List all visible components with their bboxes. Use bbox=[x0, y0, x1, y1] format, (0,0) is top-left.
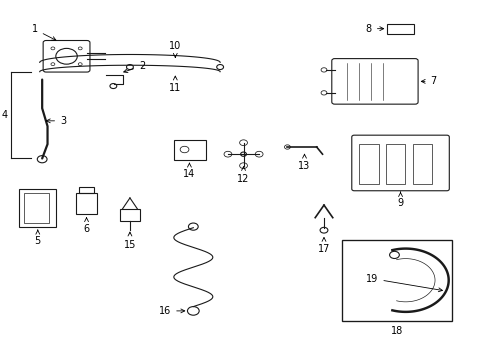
Text: 1: 1 bbox=[32, 24, 56, 40]
Text: 13: 13 bbox=[298, 154, 310, 171]
Bar bbox=[341, 240, 451, 320]
Text: 6: 6 bbox=[83, 218, 89, 234]
Bar bbox=[385, 144, 405, 184]
Bar bbox=[76, 193, 97, 214]
Text: 2: 2 bbox=[123, 61, 145, 73]
Text: 5: 5 bbox=[35, 230, 41, 246]
Bar bbox=[19, 189, 56, 226]
Text: 19: 19 bbox=[366, 274, 442, 292]
Text: 3: 3 bbox=[46, 116, 66, 126]
Text: 8: 8 bbox=[365, 24, 383, 34]
Bar bbox=[79, 187, 94, 193]
Text: 10: 10 bbox=[169, 41, 181, 57]
Text: 9: 9 bbox=[397, 192, 403, 208]
Text: 16: 16 bbox=[159, 306, 184, 316]
Text: 7: 7 bbox=[421, 76, 436, 86]
Bar bbox=[386, 24, 413, 34]
Text: 12: 12 bbox=[237, 167, 249, 184]
Bar bbox=[24, 193, 48, 223]
Bar bbox=[358, 144, 378, 184]
Text: 11: 11 bbox=[169, 76, 181, 93]
Text: 15: 15 bbox=[123, 232, 136, 249]
Text: 4: 4 bbox=[1, 111, 8, 121]
Bar bbox=[412, 144, 431, 184]
Circle shape bbox=[240, 152, 246, 156]
Bar bbox=[120, 209, 140, 221]
Bar bbox=[173, 140, 205, 159]
Text: 17: 17 bbox=[317, 238, 329, 254]
Text: 14: 14 bbox=[183, 163, 195, 179]
Text: 18: 18 bbox=[390, 326, 402, 336]
